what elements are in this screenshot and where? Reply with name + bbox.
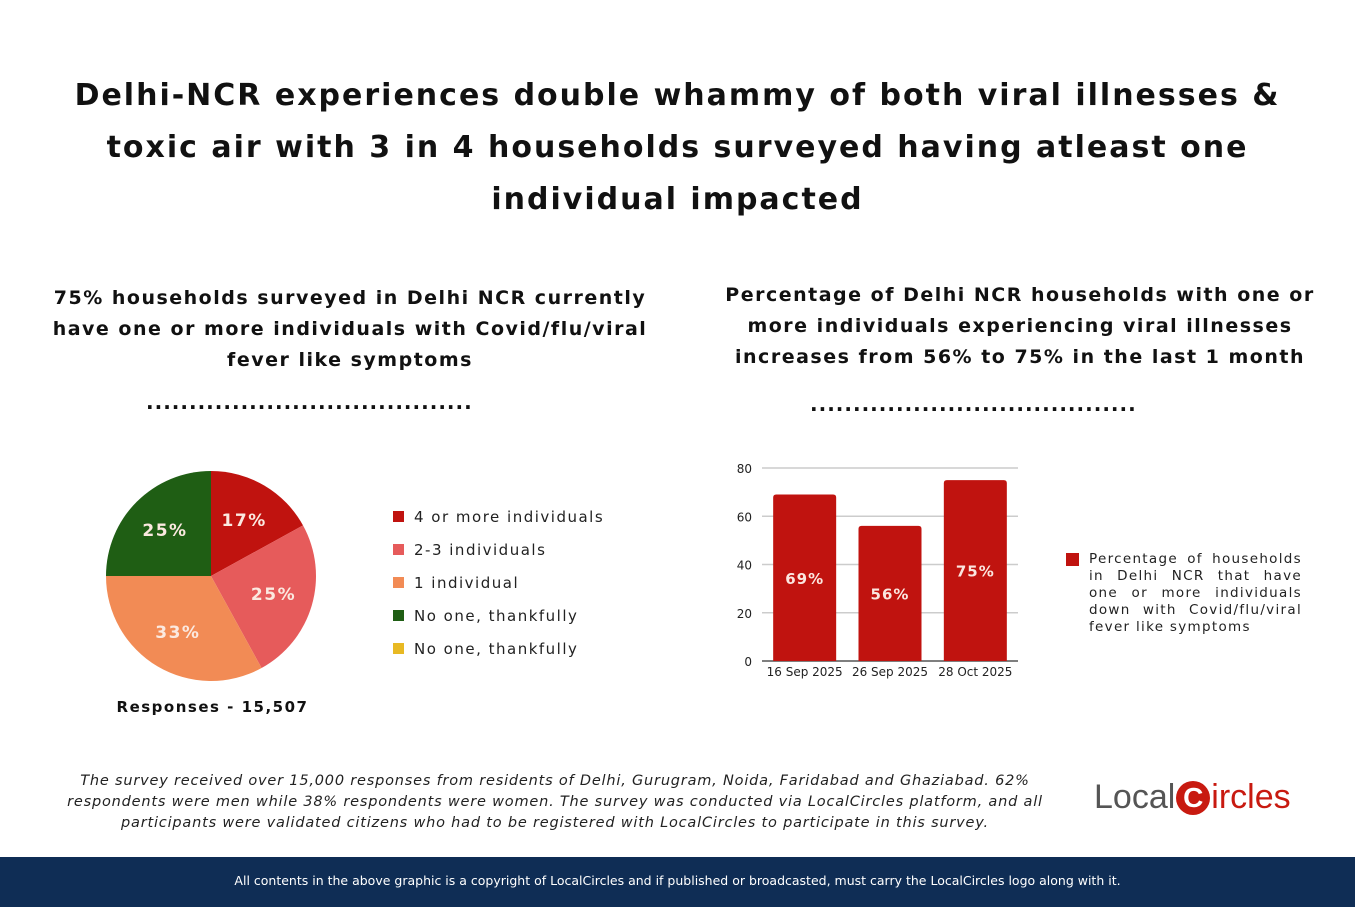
x-tick-label: 16 Sep 2025 bbox=[767, 665, 843, 679]
location-pin-icon: C bbox=[1176, 780, 1211, 815]
pie-slice bbox=[211, 525, 316, 669]
survey-footnote: The survey received over 15,000 response… bbox=[67, 773, 1043, 831]
left-dots-divider: ...................................... bbox=[146, 390, 473, 414]
bar-data-label: 69% bbox=[785, 570, 824, 588]
pie-legend: 4 or more individuals 2-3 individuals 1 … bbox=[393, 500, 604, 665]
bar-subtitle: Percentage of Delhi NCR households with … bbox=[725, 284, 1315, 368]
legend-item: 4 or more individuals bbox=[393, 500, 604, 533]
right-dots-divider: ...................................... bbox=[810, 392, 1137, 416]
legend-item: 1 individual bbox=[393, 566, 604, 599]
y-tick-label: 0 bbox=[744, 655, 752, 669]
logo-text: Local bbox=[1094, 778, 1176, 816]
legend-item: No one, thankfully bbox=[393, 632, 604, 665]
legend-label: 2-3 individuals bbox=[414, 540, 547, 559]
pie-data-label: 25% bbox=[142, 521, 187, 541]
logo-text: ircles bbox=[1211, 778, 1291, 816]
legend-label: No one, thankfully bbox=[414, 639, 579, 658]
legend-swatch bbox=[393, 577, 404, 588]
x-tick-label: 26 Sep 2025 bbox=[852, 665, 928, 679]
legend-item: No one, thankfully bbox=[393, 599, 604, 632]
bar-data-label: 56% bbox=[871, 585, 910, 603]
bar bbox=[943, 480, 1007, 661]
y-tick-label: 60 bbox=[737, 510, 752, 524]
bar bbox=[773, 494, 837, 661]
y-tick-label: 80 bbox=[737, 462, 752, 476]
legend-label: 4 or more individuals bbox=[414, 507, 605, 526]
legend-label: 1 individual bbox=[414, 573, 520, 592]
bar-legend: Percentage of households in Delhi NCR th… bbox=[1066, 551, 1302, 636]
bar-data-label: 75% bbox=[956, 563, 995, 581]
legend-swatch bbox=[393, 643, 404, 654]
legend-label: No one, thankfully bbox=[414, 606, 579, 625]
legend-item: 2-3 individuals bbox=[393, 533, 604, 566]
responses-count: Responses - 15,507 bbox=[116, 698, 309, 716]
pie-slice bbox=[106, 576, 262, 682]
pie-subtitle: 75% households surveyed in Delhi NCR cur… bbox=[52, 287, 648, 371]
pie-data-label: 33% bbox=[155, 623, 200, 643]
legend-label: Percentage of households in Delhi NCR th… bbox=[1089, 551, 1302, 635]
copyright-bar: All contents in the above graphic is a c… bbox=[0, 857, 1355, 907]
x-tick-label: 28 Oct 2025 bbox=[938, 665, 1012, 679]
legend-swatch bbox=[393, 511, 404, 522]
pie-slice bbox=[211, 471, 304, 576]
y-tick-label: 40 bbox=[737, 559, 752, 573]
legend-swatch bbox=[393, 544, 404, 555]
legend-swatch bbox=[393, 610, 404, 621]
pie-data-label: 17% bbox=[222, 511, 267, 531]
bar bbox=[858, 525, 922, 661]
y-tick-label: 20 bbox=[737, 607, 752, 621]
pie-slice bbox=[106, 471, 211, 576]
legend-swatch bbox=[1066, 553, 1079, 566]
pie-data-label: 25% bbox=[251, 585, 296, 605]
main-title: Delhi-NCR experiences double whammy of b… bbox=[74, 78, 1281, 217]
